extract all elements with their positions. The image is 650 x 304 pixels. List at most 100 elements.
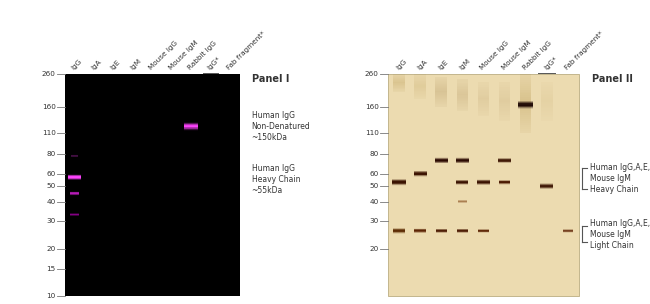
Bar (540, 185, 553, 186)
Bar (541, 113, 552, 115)
Bar (414, 79, 426, 80)
Bar (436, 103, 447, 104)
Bar (393, 88, 405, 89)
Bar (478, 105, 489, 106)
Bar (392, 183, 406, 184)
Bar (72, 155, 78, 156)
Bar (457, 229, 468, 230)
Bar (478, 86, 489, 87)
Bar (436, 230, 447, 231)
Bar (478, 98, 489, 99)
Bar (393, 84, 405, 85)
Bar (458, 199, 467, 200)
Bar (72, 155, 78, 156)
Bar (456, 81, 468, 83)
Bar (435, 158, 448, 159)
Bar (499, 86, 510, 88)
Bar (520, 123, 532, 125)
Text: IgG: IgG (70, 58, 83, 71)
Bar (478, 99, 489, 100)
Bar (541, 104, 552, 106)
Bar (520, 109, 532, 111)
Bar (499, 113, 510, 115)
Bar (478, 107, 489, 108)
Bar (414, 76, 426, 77)
Bar (541, 90, 552, 92)
Text: Mouse IgG: Mouse IgG (148, 40, 179, 71)
Text: 40: 40 (47, 199, 56, 205)
Bar (70, 215, 79, 216)
Bar (68, 177, 81, 178)
Bar (540, 185, 553, 186)
Bar (541, 93, 552, 94)
Bar (499, 88, 510, 89)
Bar (436, 229, 447, 230)
Bar (520, 111, 532, 113)
Bar (456, 85, 468, 86)
Text: 30: 30 (47, 218, 56, 224)
Bar (499, 109, 510, 111)
Bar (68, 174, 81, 175)
Bar (456, 79, 468, 81)
Bar (184, 127, 198, 128)
Text: 160: 160 (365, 104, 378, 110)
Bar (393, 231, 405, 232)
Bar (393, 230, 405, 231)
Bar (563, 232, 573, 233)
Text: 60: 60 (369, 171, 378, 177)
Bar (499, 94, 510, 95)
Bar (541, 111, 552, 112)
Bar (456, 104, 468, 105)
Bar (393, 232, 405, 233)
Bar (520, 121, 532, 123)
Bar (541, 95, 552, 97)
Bar (392, 185, 406, 186)
Bar (436, 88, 447, 89)
Bar (435, 163, 448, 164)
Bar (518, 104, 533, 105)
Bar (456, 83, 468, 84)
Bar (478, 103, 489, 104)
Bar (456, 161, 469, 162)
Bar (436, 83, 447, 84)
Bar (184, 129, 198, 130)
Bar (499, 182, 510, 183)
Bar (520, 131, 532, 133)
Bar (563, 231, 573, 232)
Bar (414, 92, 426, 93)
Bar (393, 229, 405, 230)
Bar (414, 89, 426, 90)
Bar (499, 160, 511, 161)
Bar (436, 98, 447, 99)
Bar (435, 161, 448, 162)
Bar (541, 115, 552, 116)
Bar (393, 79, 405, 80)
Text: Fab fragment*: Fab fragment* (564, 30, 604, 71)
Bar (478, 92, 489, 94)
Bar (65, 74, 240, 296)
Bar (435, 162, 448, 163)
Text: Rabbit IgG: Rabbit IgG (521, 40, 552, 71)
Bar (520, 129, 532, 131)
Bar (393, 83, 405, 84)
Bar (499, 108, 510, 109)
Bar (435, 159, 448, 160)
Bar (414, 232, 426, 233)
Bar (540, 183, 553, 184)
Bar (457, 232, 468, 233)
Bar (393, 76, 405, 77)
Bar (414, 83, 426, 84)
Bar (393, 74, 405, 75)
Bar (414, 229, 426, 230)
Bar (499, 84, 510, 85)
Bar (456, 162, 469, 163)
Bar (478, 95, 489, 96)
Bar (456, 96, 468, 98)
Bar (499, 119, 510, 120)
Bar (457, 231, 468, 232)
Bar (478, 231, 489, 232)
Bar (499, 161, 511, 162)
Bar (499, 106, 510, 107)
Bar (518, 103, 533, 104)
Bar (478, 89, 489, 90)
